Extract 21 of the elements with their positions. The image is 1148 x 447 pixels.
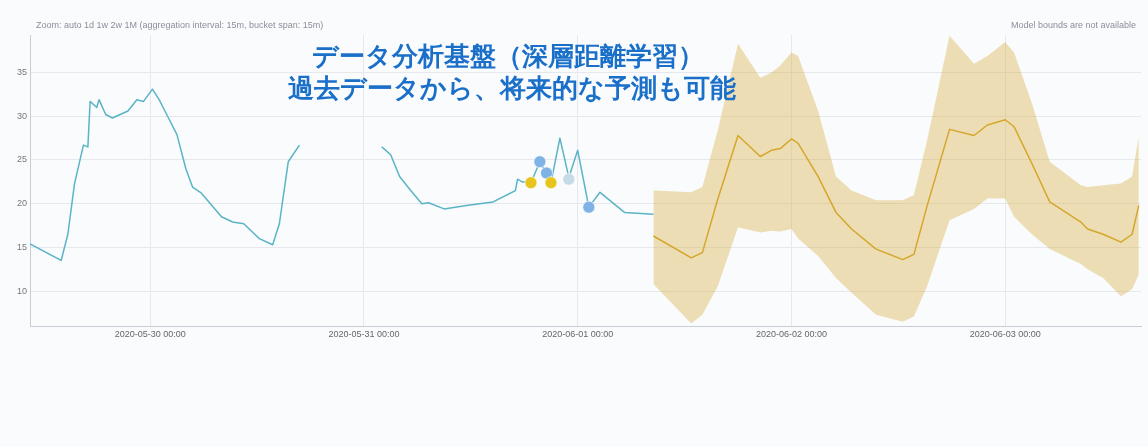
x-tick-label: 2020-06-02 00:00: [755, 328, 827, 339]
y-tick-label: 15: [16, 241, 27, 252]
x-tick-label: 2020-06-03 00:00: [969, 328, 1041, 339]
x-tick-label: 2020-05-30 00:00: [114, 328, 186, 339]
text: Zoom: auto 1d 1w 2w 1M (aggregation interval: 15m, bucket span: 15m): [36, 20, 324, 30]
point: [544, 176, 558, 190]
text: Model bounds are not available: [1010, 20, 1136, 30]
y-tick-label: 30: [16, 110, 27, 121]
point: [524, 176, 538, 190]
point: [582, 200, 596, 214]
text: 過去データから、将来的な予測も可能: [288, 72, 736, 104]
y-tick-label: 20: [16, 198, 27, 209]
point: [562, 172, 576, 186]
x-tick-label: 2020-06-01 00:00: [542, 328, 614, 339]
chart-title: データ分析基盤（深層距離学習）: [311, 40, 705, 72]
point: [540, 166, 554, 180]
x-tick-label: 2020-05-31 00:00: [328, 328, 400, 339]
y-tick-label: 10: [16, 285, 27, 296]
y-tick-label: 25: [16, 154, 27, 165]
point: [533, 155, 547, 169]
y-tick-label: 35: [16, 67, 27, 78]
